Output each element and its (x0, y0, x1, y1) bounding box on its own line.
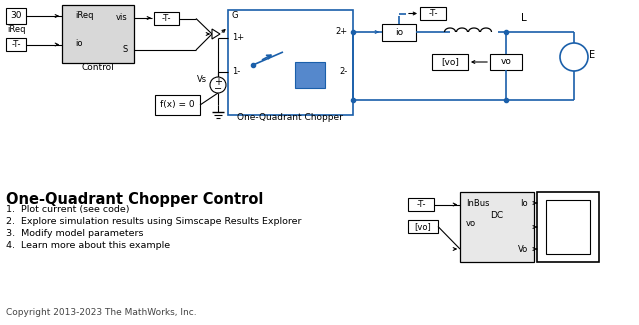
Text: 2.  Explore simulation results using Simscape Results Explorer: 2. Explore simulation results using Sims… (6, 217, 302, 226)
Text: 2+: 2+ (336, 28, 348, 36)
Text: One-Quadrant Chopper Control: One-Quadrant Chopper Control (6, 192, 263, 207)
Polygon shape (212, 29, 220, 39)
Text: Io: Io (520, 199, 528, 207)
Text: InBus: InBus (466, 199, 489, 207)
Text: -T-: -T- (162, 14, 171, 23)
Text: iReq: iReq (75, 11, 93, 20)
Text: −: − (214, 84, 222, 94)
Text: Control: Control (82, 62, 114, 72)
Bar (408, 198, 434, 211)
Bar (295, 62, 325, 88)
Bar (155, 95, 200, 115)
Text: iReq: iReq (7, 25, 26, 34)
Bar (408, 220, 438, 233)
Circle shape (560, 43, 588, 71)
Text: 1-: 1- (232, 68, 240, 76)
Bar (420, 7, 446, 20)
Text: DC: DC (491, 211, 504, 219)
Circle shape (210, 77, 226, 93)
Text: Copyright 2013-2023 The MathWorks, Inc.: Copyright 2013-2023 The MathWorks, Inc. (6, 308, 197, 317)
Text: io: io (75, 40, 82, 48)
Bar (228, 10, 353, 115)
Text: Vs: Vs (197, 75, 207, 84)
Text: f(x) = 0: f(x) = 0 (160, 100, 195, 110)
Text: One-Quadrant Chopper: One-Quadrant Chopper (237, 113, 343, 123)
Bar (62, 5, 134, 63)
Bar (432, 54, 468, 70)
Bar (6, 8, 26, 24)
Bar (546, 200, 590, 254)
Text: 1.  Plot current (see code): 1. Plot current (see code) (6, 205, 130, 214)
Text: E: E (589, 50, 595, 60)
Text: -T-: -T- (12, 40, 20, 49)
Text: io: io (395, 28, 403, 37)
Text: L: L (521, 13, 527, 23)
Text: vis: vis (116, 14, 128, 22)
Bar (490, 54, 522, 70)
Bar (6, 38, 26, 51)
Text: G: G (232, 11, 238, 20)
Text: -T-: -T- (428, 9, 438, 18)
Text: -T-: -T- (416, 200, 426, 209)
Text: 3.  Modify model parameters: 3. Modify model parameters (6, 229, 144, 238)
Text: 4.  Learn more about this example: 4. Learn more about this example (6, 241, 170, 250)
Text: Vo: Vo (518, 244, 528, 254)
Text: S: S (123, 46, 128, 55)
Text: 2-: 2- (340, 68, 348, 76)
Text: 1+: 1+ (232, 33, 244, 43)
Text: +: + (214, 77, 222, 87)
Text: vo: vo (500, 58, 511, 67)
Bar (382, 24, 416, 41)
Text: [vo]: [vo] (441, 58, 459, 67)
Bar (537, 192, 599, 262)
Text: 30: 30 (10, 11, 22, 20)
Bar (460, 192, 534, 262)
Bar (154, 12, 179, 25)
Text: [vo]: [vo] (415, 222, 431, 231)
Text: vo: vo (466, 219, 476, 228)
